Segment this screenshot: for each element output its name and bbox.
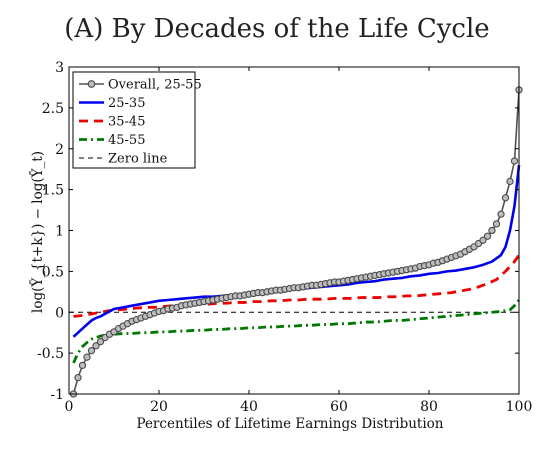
legend-label-25-35: 25-35 [108, 96, 145, 111]
y-tick-label: 0.5 [42, 264, 64, 280]
y-tick-label: -1 [50, 387, 64, 403]
legend-label-zero-line: Zero line [108, 152, 168, 167]
data-point [510, 157, 519, 165]
data-point [492, 220, 501, 228]
legend: Overall, 25-55 25-35 35-45 45-55 Zero line [72, 71, 202, 169]
legend-label-45-55: 45-55 [108, 133, 145, 148]
legend-marker [87, 80, 96, 88]
y-axis-label: log(Ȳ_{t+k}) − log(Ȳ_t) [30, 151, 46, 313]
data-point [78, 361, 87, 370]
y-tick-label: 1 [55, 224, 64, 240]
x-axis-label: Percentiles of Lifetime Earnings Distrib… [136, 416, 443, 432]
data-point [483, 232, 492, 240]
x-tick-label: 60 [330, 399, 348, 415]
legend-box [72, 71, 196, 169]
data-point [96, 338, 105, 346]
legend-label-overall-25-55: Overall, 25-55 [108, 78, 202, 93]
axes-layer: 0 20 40 60 80 100 -1 -0.5 0 0.5 1 1.5 2 2.5 3 [37, 60, 532, 415]
x-tick-label: 80 [420, 399, 438, 415]
data-point [92, 342, 100, 350]
y-tick-label: 1.5 [42, 183, 64, 199]
series-layer [69, 86, 523, 398]
x-tick-label: 100 [506, 399, 533, 415]
x-tick-label: 20 [150, 399, 168, 415]
series-line-35-45 [73, 254, 521, 318]
data-point [87, 347, 96, 355]
data-point [479, 236, 487, 244]
y-tick-label: 2 [55, 142, 64, 158]
series-overall-25-55 [69, 86, 523, 398]
data-point [506, 177, 514, 186]
y-tick-label: -0.5 [37, 346, 64, 362]
y-tick-label: 3 [55, 60, 64, 76]
y-tick-label: 2.5 [42, 101, 64, 117]
data-point [83, 353, 91, 361]
data-point [497, 210, 505, 218]
y-tick-label: 0 [55, 305, 64, 321]
chart-title: (A) By Decades of the Life Cycle [64, 14, 489, 44]
data-point [501, 194, 510, 202]
legend-label-35-45: 35-45 [108, 115, 145, 130]
x-tick-label: 0 [65, 399, 74, 415]
x-tick-label: 40 [240, 399, 258, 415]
data-point [488, 226, 496, 235]
data-point [74, 373, 82, 382]
series-35-45 [73, 254, 521, 318]
